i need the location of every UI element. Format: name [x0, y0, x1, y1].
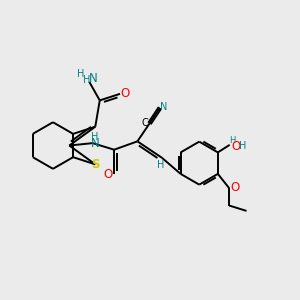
Text: O: O [103, 168, 113, 181]
Text: H: H [91, 132, 99, 142]
Text: S: S [91, 158, 100, 171]
Text: N: N [88, 71, 97, 85]
Text: O: O [121, 87, 130, 100]
Text: N: N [160, 102, 168, 112]
Text: H: H [77, 69, 85, 80]
Text: O: O [232, 140, 241, 153]
Text: N: N [91, 137, 99, 150]
Text: H: H [230, 136, 236, 145]
Text: O: O [230, 181, 239, 194]
Text: C: C [141, 118, 148, 128]
Text: H: H [238, 141, 246, 152]
Text: H: H [157, 160, 164, 170]
Text: H: H [82, 75, 90, 85]
